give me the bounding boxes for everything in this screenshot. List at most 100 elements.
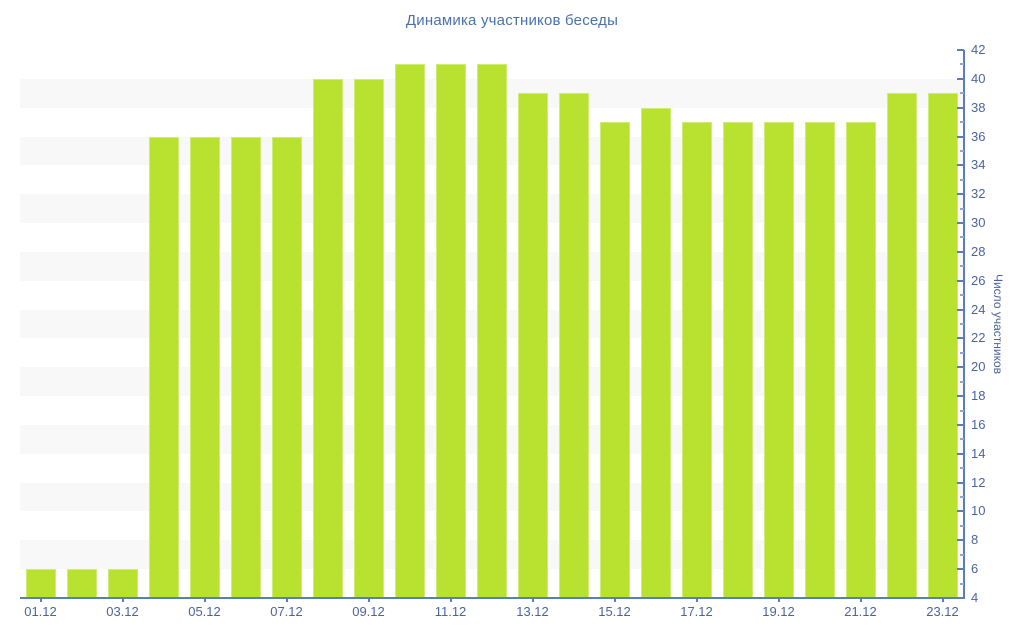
bar[interactable] [271, 136, 302, 598]
y-major-tick [957, 77, 964, 80]
bar[interactable] [353, 78, 384, 598]
y-tick-label: 36 [971, 128, 986, 144]
y-tick-label: 20 [971, 359, 986, 375]
x-tick [531, 598, 534, 602]
y-major-tick [957, 423, 964, 426]
y-minor-tick [960, 409, 964, 412]
y-tick-label: 40 [971, 71, 986, 87]
bar[interactable] [517, 93, 548, 598]
y-major-tick [957, 308, 964, 311]
y-major-tick [957, 164, 964, 167]
y-minor-tick [960, 63, 964, 66]
y-major-tick [957, 539, 964, 542]
y-minor-tick [960, 351, 964, 354]
x-tick-label: 17.12 [680, 604, 713, 619]
y-tick-label: 12 [971, 474, 986, 490]
bar[interactable] [599, 122, 630, 598]
y-axis-title: Число участников [991, 273, 1005, 375]
bar[interactable] [312, 78, 343, 598]
y-axis [963, 50, 965, 599]
y-major-tick [957, 135, 964, 138]
y-minor-tick [960, 524, 964, 527]
x-tick-label: 07.12 [270, 604, 303, 619]
y-major-tick [957, 510, 964, 513]
y-minor-tick [960, 265, 964, 268]
x-tick-label: 23.12 [926, 604, 959, 619]
x-tick-label: 09.12 [352, 604, 385, 619]
y-minor-tick [960, 496, 964, 499]
y-tick-label: 34 [971, 157, 986, 173]
y-major-tick [957, 597, 964, 599]
y-minor-tick [960, 178, 964, 181]
bar[interactable] [886, 93, 917, 598]
bar[interactable] [804, 122, 835, 598]
y-major-tick [957, 452, 964, 455]
y-major-tick [957, 279, 964, 282]
y-tick-label: 32 [971, 186, 986, 202]
y-major-tick [957, 337, 964, 340]
bar[interactable] [66, 569, 97, 598]
x-tick [695, 598, 698, 602]
y-major-tick [957, 106, 964, 109]
x-tick [39, 598, 42, 602]
x-tick [367, 598, 370, 602]
bar[interactable] [107, 569, 138, 598]
bar[interactable] [558, 93, 589, 598]
y-tick-label: 24 [971, 301, 986, 317]
y-major-tick [957, 193, 964, 196]
x-tick [449, 598, 452, 602]
x-tick-label: 13.12 [516, 604, 549, 619]
y-major-tick [957, 250, 964, 253]
chart-title: Динамика участников беседы [405, 12, 619, 29]
y-major-tick [957, 366, 964, 369]
bar[interactable] [763, 122, 794, 598]
x-tick-label: 21.12 [844, 604, 877, 619]
bar[interactable] [148, 136, 179, 598]
bar[interactable] [476, 64, 507, 598]
y-tick-label: 28 [971, 244, 986, 260]
bar[interactable] [435, 64, 466, 598]
bar[interactable] [230, 136, 261, 598]
bar[interactable] [25, 569, 56, 598]
x-tick [613, 598, 616, 602]
x-tick [285, 598, 288, 602]
plot-area: 4 6 8 10 12 14 16 18 20 22 24 26 28 30 32 34 36 38 40 42 01… [20, 42, 985, 619]
x-tick [941, 598, 944, 602]
bar[interactable] [927, 93, 958, 598]
y-minor-tick [960, 149, 964, 152]
y-tick-label: 10 [971, 503, 986, 519]
y-minor-tick [960, 92, 964, 95]
y-minor-tick [960, 236, 964, 239]
y-major-tick [957, 49, 964, 51]
y-tick-label: 22 [971, 330, 986, 346]
bar[interactable] [845, 122, 876, 598]
x-tick [121, 598, 124, 602]
y-minor-tick [960, 380, 964, 383]
y-minor-tick [960, 467, 964, 470]
bar[interactable] [394, 64, 425, 598]
y-minor-tick [960, 323, 964, 325]
y-major-tick [957, 568, 964, 571]
y-minor-tick [960, 438, 964, 441]
y-tick-label: 30 [971, 215, 986, 231]
bar[interactable] [681, 122, 712, 598]
y-tick-label: 4 [971, 590, 979, 606]
bar[interactable] [640, 107, 671, 598]
x-axis [20, 597, 965, 599]
x-tick [203, 598, 206, 602]
y-minor-tick [960, 553, 964, 556]
bar[interactable] [722, 122, 753, 598]
y-tick-label: 6 [971, 561, 979, 577]
x-tick-label: 01.12 [24, 604, 57, 619]
y-tick-label: 26 [971, 272, 986, 288]
y-major-tick [957, 395, 964, 398]
y-tick-label: 42 [971, 42, 986, 58]
y-tick-label: 16 [971, 417, 986, 433]
bar[interactable] [189, 136, 220, 598]
y-minor-tick [960, 121, 964, 124]
x-tick-label: 03.12 [106, 604, 139, 619]
y-major-tick [957, 222, 964, 225]
y-tick-label: 18 [971, 388, 986, 404]
x-tick [777, 598, 780, 602]
